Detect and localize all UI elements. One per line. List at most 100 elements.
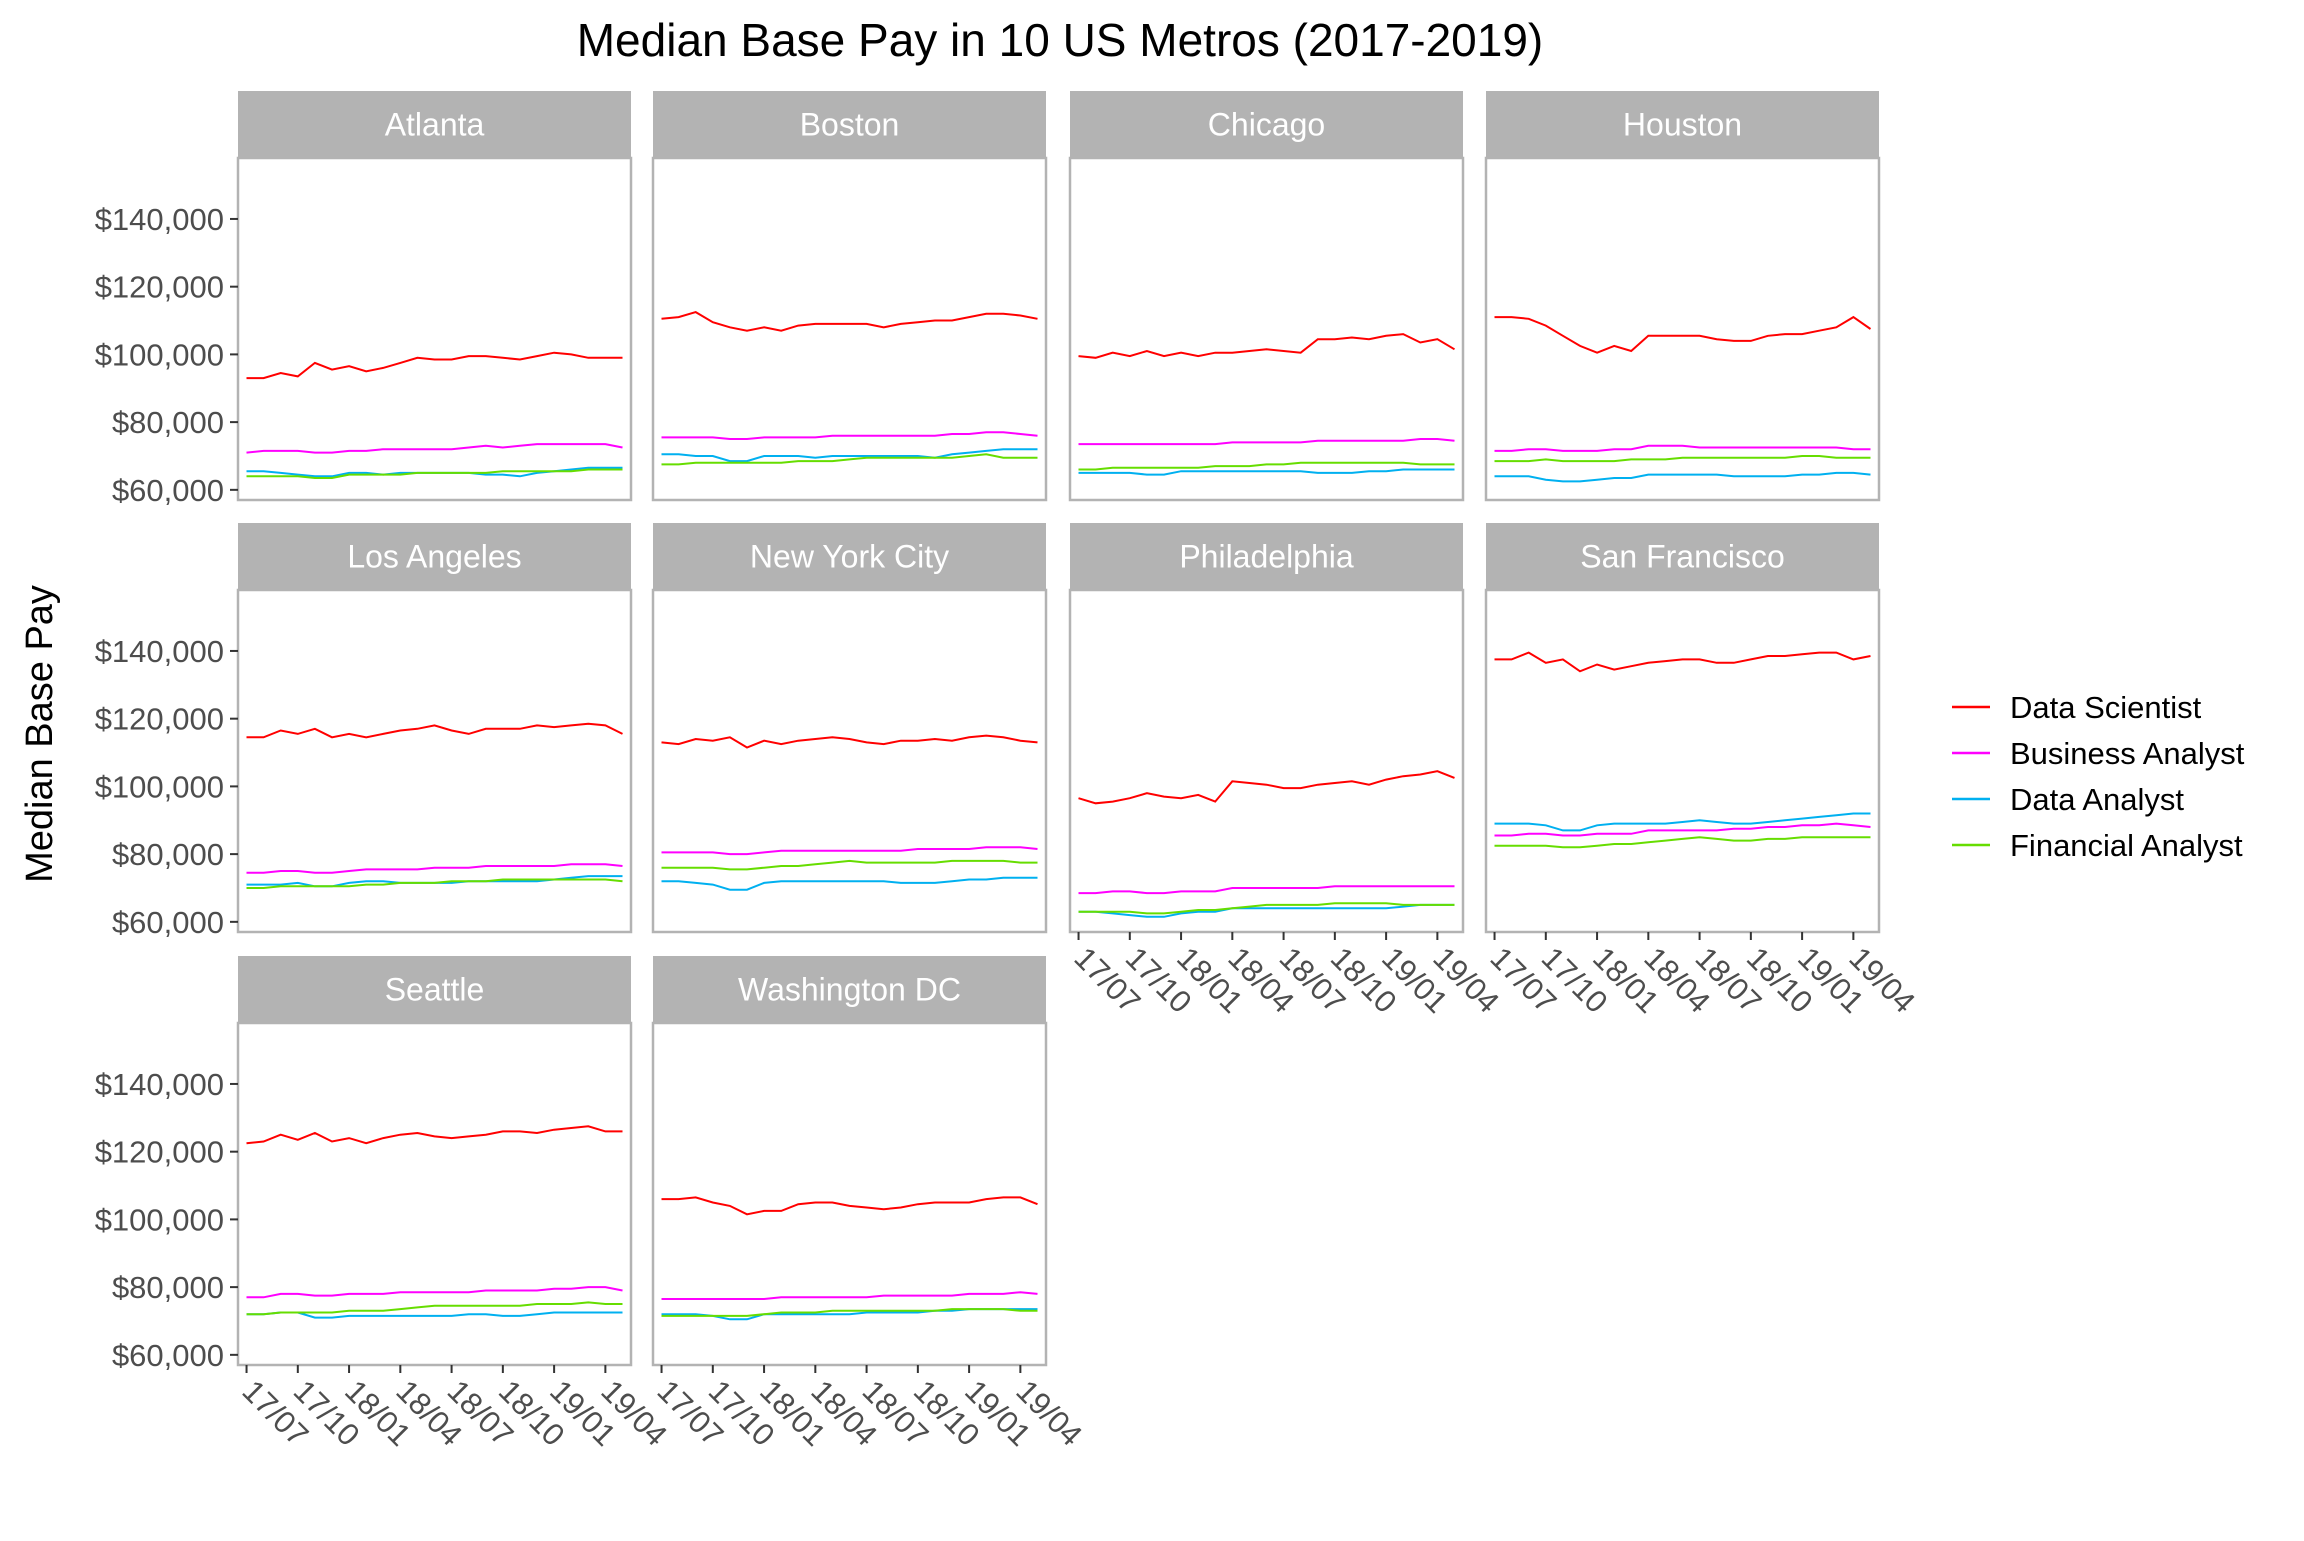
- legend-label: Business Analyst: [2010, 736, 2245, 771]
- facet-panel: New York City: [651, 523, 1048, 934]
- series-line: [1494, 812, 1871, 832]
- series-line: [661, 1308, 1038, 1317]
- facet-strip: [1070, 523, 1463, 590]
- series-line: [1078, 468, 1455, 476]
- y-tick-label: $120,000: [95, 702, 224, 737]
- y-tick-label: $60,000: [112, 905, 224, 940]
- series-line: [661, 453, 1038, 466]
- facet-strip: [238, 523, 631, 590]
- y-tick-label: $60,000: [112, 473, 224, 508]
- facet-strip: [1070, 91, 1463, 158]
- facet-strip: [653, 523, 1046, 590]
- series-line: [246, 722, 623, 739]
- facet-panel: Los Angeles $60,000 $80,000 $100,000 $120,00…: [95, 523, 633, 940]
- series-line: [1494, 471, 1871, 483]
- series-line: [1494, 315, 1872, 354]
- y-tick-label: $100,000: [95, 1202, 224, 1237]
- facet-strip: [238, 91, 631, 158]
- series-line: [1494, 455, 1871, 463]
- y-tick-label: $120,000: [95, 270, 224, 305]
- facet-panel: Houston: [1484, 91, 1881, 502]
- panel-frame: [651, 588, 1048, 934]
- chart-title: Median Base Pay in 10 US Metros (2017-20…: [577, 14, 1544, 66]
- panel-frame: [651, 1021, 1048, 1367]
- facet-title: Houston: [1623, 107, 1742, 143]
- series-line: [246, 863, 623, 874]
- series-line: [661, 1291, 1038, 1300]
- facet-title: Chicago: [1208, 107, 1325, 143]
- legend-label: Financial Analyst: [2010, 828, 2243, 863]
- series-line: [1078, 770, 1455, 805]
- facet-strip: [1486, 91, 1879, 158]
- facet-strip: [1486, 523, 1879, 590]
- y-tick-label: $100,000: [95, 769, 224, 804]
- y-tick-label: $100,000: [95, 337, 224, 372]
- series-line: [1494, 651, 1871, 673]
- y-tick-label: $80,000: [112, 405, 224, 440]
- series-line: [661, 846, 1038, 856]
- facet-title: San Francisco: [1580, 539, 1785, 575]
- facet-title: Seattle: [385, 972, 485, 1008]
- facet-title: Boston: [800, 107, 900, 143]
- facet-strip: [238, 956, 631, 1023]
- panel-frame: [236, 588, 633, 934]
- series-line: [246, 1301, 623, 1316]
- facet-title: New York City: [750, 539, 949, 575]
- y-tick-label: $60,000: [112, 1338, 224, 1373]
- series-line: [246, 1125, 623, 1145]
- panel-frame: [236, 156, 633, 502]
- facet-strip: [653, 956, 1046, 1023]
- series-line: [1078, 903, 1455, 918]
- panel-frame: [651, 156, 1048, 502]
- facet-panels: Atlanta $60,000 $80,000 $100,000 $120,000 $14…: [95, 91, 1922, 1453]
- series-line: [1494, 444, 1871, 452]
- series-line: [1078, 902, 1455, 915]
- legend-label: Data Scientist: [2010, 690, 2202, 725]
- panel-frame: [1484, 588, 1881, 934]
- facet-panel: Washington DC17/0717/1018/0118/0418/0718…: [651, 956, 1089, 1453]
- facet-title: Washington DC: [738, 972, 961, 1008]
- y-tick-label: $80,000: [112, 1270, 224, 1305]
- legend: Data Scientist Business Analyst Data Analy…: [1952, 690, 2245, 863]
- series-line: [661, 876, 1038, 891]
- facet-panel: Philadelphia17/0717/1018/0118/0418/0718/…: [1068, 523, 1506, 1020]
- facet-panel: San Francisco17/0717/1018/0118/0418/0718…: [1484, 523, 1922, 1020]
- facet-panel: Atlanta $60,000 $80,000 $100,000 $120,000 $14…: [95, 91, 633, 508]
- y-tick-label: $140,000: [95, 202, 224, 237]
- series-line: [661, 859, 1038, 871]
- series-line: [246, 1311, 623, 1319]
- series-line: [661, 734, 1038, 749]
- facet-strip: [653, 91, 1046, 158]
- y-tick-label: $120,000: [95, 1135, 224, 1170]
- series-line: [661, 1196, 1038, 1216]
- facet-title: Los Angeles: [347, 539, 521, 575]
- facet-title: Atlanta: [385, 107, 485, 143]
- series-line: [246, 468, 623, 479]
- panel-frame: [236, 1021, 633, 1367]
- series-line: [1494, 822, 1871, 837]
- series-line: [661, 311, 1038, 332]
- series-line: [1078, 461, 1455, 471]
- y-tick-label: $140,000: [95, 1067, 224, 1102]
- facet-panel: Boston: [651, 91, 1048, 502]
- y-tick-label: $140,000: [95, 634, 224, 669]
- series-line: [1494, 836, 1871, 849]
- series-line: [246, 878, 623, 889]
- y-tick-label: $80,000: [112, 837, 224, 872]
- series-line: [1078, 333, 1456, 359]
- series-line: [1078, 438, 1455, 446]
- facet-panel: Chicago: [1068, 91, 1465, 502]
- panel-frame: [1068, 588, 1465, 934]
- y-axis-title: Median Base Pay: [19, 585, 61, 883]
- series-line: [661, 448, 1038, 463]
- series-line: [246, 1286, 623, 1299]
- panel-frame: [1068, 156, 1465, 502]
- series-line: [246, 443, 623, 454]
- series-line: [661, 431, 1038, 440]
- facet-panel: Seattle $60,000 $80,000 $100,000 $120,000 $14…: [95, 956, 674, 1453]
- series-line: [1078, 885, 1455, 895]
- facet-title: Philadelphia: [1179, 539, 1354, 575]
- legend-label: Data Analyst: [2010, 782, 2184, 817]
